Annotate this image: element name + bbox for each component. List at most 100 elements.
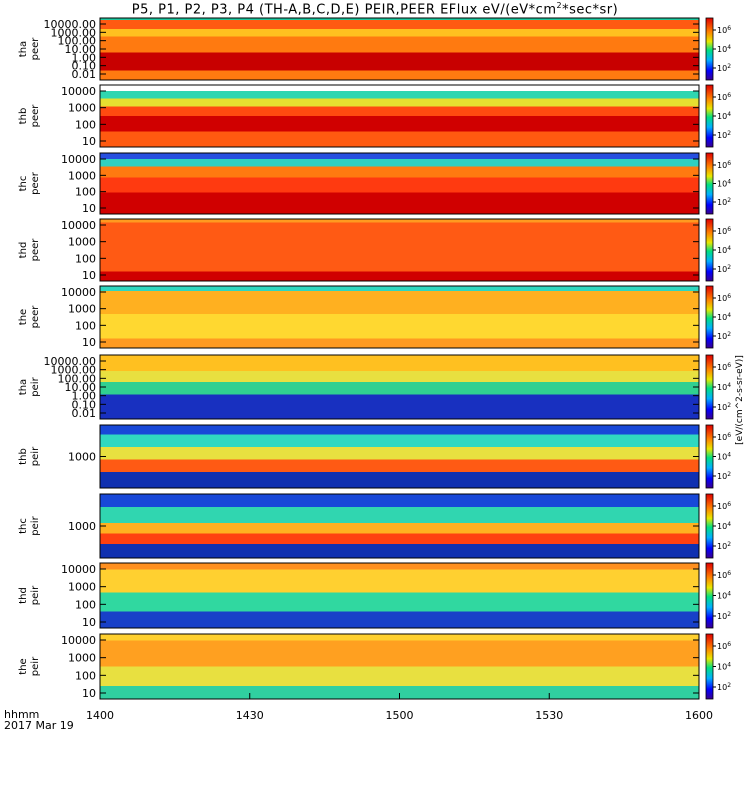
colorbar-tick-label: 106 <box>717 501 731 511</box>
y-tick-label: 100 <box>75 252 96 265</box>
y-tick-label: 100.00 <box>58 35 97 48</box>
chart-title: P5, P1, P2, P3, P4 (TH-A,B,C,D,E) PEIR,P… <box>0 1 750 17</box>
colorbar-tick-label: 106 <box>717 25 731 35</box>
panel-frame <box>99 84 700 148</box>
spectrogram-image <box>100 494 699 558</box>
x-axis-label: 2017 Mar 19 <box>4 719 74 732</box>
colorbar-tick-label: 106 <box>717 160 731 170</box>
panel-thb-peer: 10000 1000 100 10 thb peer 102 104 106 <box>18 84 731 148</box>
y-tick-label: 1000 <box>68 102 96 115</box>
colorbar-tick-label: 104 <box>717 245 731 255</box>
panel-frame <box>99 562 700 629</box>
panel-probe-label: thb <box>18 108 29 125</box>
panel-probe-label: tha <box>18 41 29 57</box>
spectrogram-image <box>100 425 699 488</box>
panel-type-label: peir <box>30 656 41 676</box>
y-tick-label: 0.10 <box>72 398 97 411</box>
y-tick-label: 10 <box>82 202 96 215</box>
panel-probe-label: the <box>18 658 29 674</box>
colorbar-tick-label: 104 <box>717 111 731 121</box>
spectrogram-image <box>100 286 699 348</box>
y-tick-label: 10 <box>82 336 96 349</box>
y-tick-label: 1.00 <box>72 51 97 64</box>
colorbar-tick-label: 102 <box>717 541 731 551</box>
panel-type-label: peer <box>30 305 41 329</box>
panel-thc-peir: 1000 thc peir 102 104 106 <box>18 493 731 559</box>
colorbar-tick-label: 102 <box>717 264 731 274</box>
y-tick-label: 10000.00 <box>44 355 97 368</box>
y-tick-label: 10000 <box>61 219 96 232</box>
title-end: *sec*sr) <box>562 2 619 18</box>
colorbar: 102 104 106 <box>705 424 731 489</box>
colorbar: 102 104 106 <box>705 562 731 629</box>
y-tick-label: 10.00 <box>65 43 97 56</box>
panel-type-label: peer <box>30 171 41 195</box>
colorbar-tick-label: 104 <box>717 662 731 672</box>
x-tick-label: 1400 <box>86 709 114 722</box>
y-tick-label: 10 <box>82 135 96 148</box>
y-tick-label: 1000 <box>68 520 96 533</box>
panel-probe-label: tha <box>18 379 29 395</box>
x-tick-label: 1500 <box>386 709 414 722</box>
colorbar-tick-label: 106 <box>717 293 731 303</box>
colorbar: 102 104 106 <box>705 633 731 700</box>
colorbar-tick-label: 106 <box>717 641 731 651</box>
colorbar-tick-label: 104 <box>717 452 731 462</box>
panel-probe-label: thd <box>18 587 29 604</box>
x-axis-label: hhmm <box>4 708 39 721</box>
y-tick-label: 10 <box>82 687 96 700</box>
y-tick-label: 1000.00 <box>51 364 97 377</box>
colorbar-tick-label: 104 <box>717 44 731 54</box>
y-tick-label: 1000 <box>68 169 96 182</box>
colorbar-tick-label: 102 <box>717 130 731 140</box>
colorbar-tick-label: 106 <box>717 362 731 372</box>
y-tick-label: 10000 <box>61 286 96 299</box>
colorbar: 102 104 106 <box>705 354 731 420</box>
colorbar-tick-label: 104 <box>717 179 731 189</box>
panel-probe-label: thc <box>18 518 29 534</box>
y-tick-label: 10 <box>82 616 96 629</box>
panel-thd-peer: 10000 1000 100 10 thd peer 102 104 106 <box>18 218 731 282</box>
y-tick-label: 1000 <box>68 303 96 316</box>
y-tick-label: 100 <box>75 598 96 611</box>
colorbar-tick-label: 102 <box>717 197 731 207</box>
x-tick-label: 1600 <box>685 709 713 722</box>
colorbar: 102 104 106 <box>705 84 731 148</box>
y-tick-label: 1.00 <box>72 390 97 403</box>
colorbar-tick-label: 106 <box>717 92 731 102</box>
y-tick-label: 10000 <box>61 563 96 576</box>
panel-type-label: peir <box>30 376 41 396</box>
colorbar-tick-label: 104 <box>717 521 731 531</box>
spectrogram-image <box>100 563 699 628</box>
panel-type-label: peer <box>30 238 41 262</box>
x-tick-label: 1430 <box>236 709 264 722</box>
y-tick-label: 100 <box>75 186 96 199</box>
panel-frame <box>99 285 700 349</box>
y-tick-label: 10 <box>82 269 96 282</box>
y-tick-label: 10.00 <box>65 381 97 394</box>
colorbar-tick-label: 102 <box>717 611 731 621</box>
panel-type-label: peir <box>30 446 41 466</box>
colorbar-unit-label: [eV/(cm^2-s-sr-eV)] <box>735 355 745 445</box>
y-tick-label: 100 <box>75 319 96 332</box>
panel-frame <box>99 152 700 215</box>
colorbar: 102 104 106 <box>705 285 731 349</box>
colorbar-tick-label: 106 <box>717 570 731 580</box>
colorbar: 102 104 106 <box>705 17 731 81</box>
panel-frame <box>99 218 700 282</box>
title-exponent: 2 <box>556 1 563 10</box>
panel-thb-peir: 1000 thb peir 102 104 106 <box>18 424 731 489</box>
panel-thd-peir: 10000 1000 100 10 thd peir 102 104 106 <box>18 562 731 629</box>
colorbar-tick-label: 104 <box>717 591 731 601</box>
colorbar: 102 104 106 <box>705 152 731 215</box>
time-axis: [eV/(cm^2-s-sr-eV)] 1400 1430 1500 1530 1600 h… <box>4 355 745 732</box>
spectrogram-image <box>100 634 699 699</box>
spectrogram-image <box>100 18 699 80</box>
panel-thc-peer: 10000 1000 100 10 thc peer 102 104 106 <box>18 152 731 215</box>
panel-probe-label: thc <box>18 176 29 192</box>
colorbar-tick-label: 102 <box>717 682 731 692</box>
panel-type-label: peir <box>30 515 41 535</box>
y-tick-label: 100 <box>75 669 96 682</box>
